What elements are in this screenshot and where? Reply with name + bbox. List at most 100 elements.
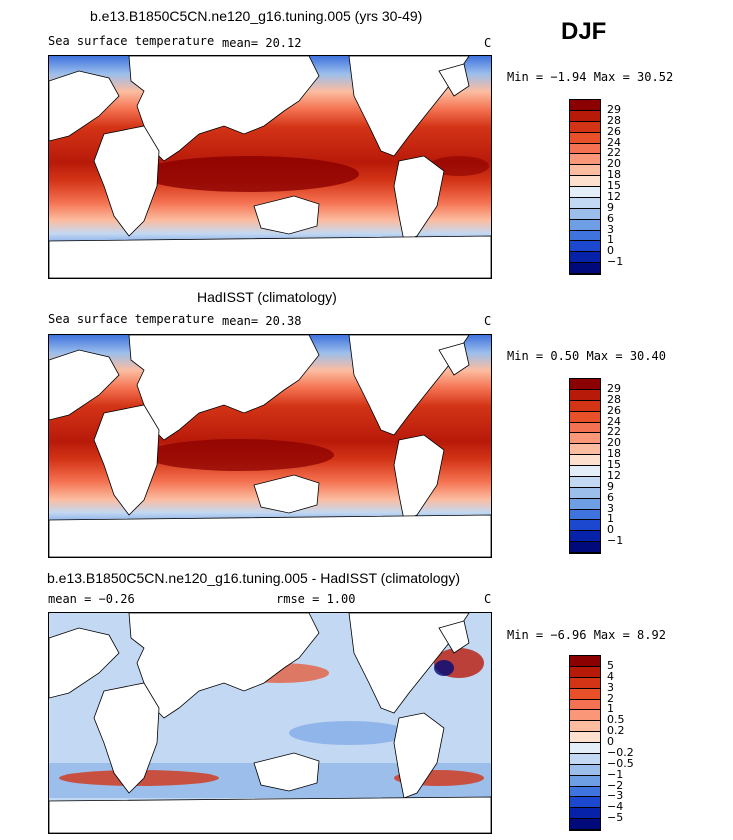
colorbar-cell	[570, 743, 600, 754]
panel-3-title: b.e13.B1850C5CN.ne120_g16.tuning.005 - H…	[47, 570, 460, 586]
panel-1-minmax: Min = −1.94 Max = 30.52	[507, 70, 674, 84]
colorbar-cell	[570, 176, 600, 187]
colorbar-tick-label: −0.5	[607, 756, 634, 770]
colorbar-tick-label: 18	[607, 447, 621, 461]
colorbar-tick-label: 0	[607, 523, 614, 537]
colorbar-cell	[570, 455, 600, 466]
colorbar-tick-label: −5	[607, 811, 624, 825]
colorbar-tick-label: 0.5	[607, 713, 625, 727]
panel-1-title: b.e13.B1850C5CN.ne120_g16.tuning.005 (yr…	[90, 8, 423, 24]
colorbar-cell	[570, 121, 600, 133]
panel-3-minmax: Min = −6.96 Max = 8.92	[507, 628, 666, 642]
colorbar-tick-label: 12	[607, 468, 621, 482]
colorbar-cell	[570, 154, 600, 166]
colorbar-tick-label: 5	[607, 658, 614, 672]
colorbar-tick-label: 1	[607, 512, 614, 526]
colorbar-cell	[570, 132, 600, 144]
colorbar-cell	[570, 764, 600, 776]
colorbar-tick-label: 12	[607, 189, 621, 203]
panel-2-unit: C	[484, 314, 492, 328]
colorbar-tick-label: 26	[607, 403, 621, 417]
colorbar-cell	[570, 400, 600, 412]
panel-3-mean: mean = −0.26	[48, 592, 135, 606]
panel-2-field-name: Sea surface temperature	[48, 312, 215, 326]
colorbar-tick-label: −1	[607, 255, 624, 269]
colorbar-tick-label: 15	[607, 458, 621, 471]
colorbar-cell	[570, 721, 600, 733]
colorbar-cell	[570, 466, 600, 477]
colorbar-tick-label: 2	[607, 691, 614, 705]
colorbar-tick-label: 22	[607, 146, 621, 160]
colorbar-tick-label: 1	[607, 233, 614, 247]
panel-2-minmax: Min = 0.50 Max = 30.40	[507, 349, 666, 363]
panel-2-sst-map	[48, 334, 492, 558]
colorbar-tick-label: 22	[607, 425, 621, 439]
colorbar-cell	[570, 379, 600, 390]
season-label: DJF	[561, 18, 607, 45]
colorbar-tick-label: 24	[607, 414, 621, 428]
colorbar-tick-label: 0	[607, 244, 614, 258]
colorbar-cell	[570, 187, 600, 198]
colorbar-cell	[570, 699, 600, 711]
colorbar-cell	[570, 110, 600, 122]
panel-1-mean: mean= 20.12	[222, 36, 302, 50]
colorbar-cell	[570, 753, 600, 765]
colorbar-cell	[570, 677, 600, 689]
colorbar-cell	[570, 666, 600, 678]
colorbar-tick-label: −1	[607, 534, 624, 548]
colorbar-tick-label: 20	[607, 157, 621, 171]
colorbar-cell	[570, 786, 600, 798]
colorbar-tick-label: 28	[607, 113, 621, 127]
colorbar-tick-label: 26	[607, 124, 621, 138]
colorbar-cell	[570, 444, 600, 456]
panel-1-sst-map	[48, 55, 492, 279]
colorbar-tick-label: 9	[607, 200, 614, 214]
colorbar-tick-label: 6	[607, 211, 614, 225]
colorbar-cell	[570, 100, 600, 111]
colorbar-tick-label: 3	[607, 501, 614, 515]
colorbar-tick-label: 28	[607, 392, 621, 406]
panel-3-colorbar	[569, 655, 601, 831]
panel-2-colorbar	[569, 378, 601, 554]
colorbar-cell	[570, 219, 600, 231]
panel-2-title: HadISST (climatology)	[197, 289, 337, 305]
colorbar-cell	[570, 241, 600, 253]
colorbar-tick-label: 3	[607, 680, 614, 694]
colorbar-tick-label: 9	[607, 479, 614, 493]
colorbar-tick-label: 15	[607, 179, 621, 192]
colorbar-cell	[570, 389, 600, 401]
colorbar-tick-label: −2	[607, 778, 624, 792]
colorbar-cell	[570, 252, 600, 264]
colorbar-cell	[570, 656, 600, 667]
panel-2-mean: mean= 20.38	[222, 314, 302, 328]
panel-1-field-name: Sea surface temperature	[48, 34, 215, 48]
colorbar-tick-label: −4	[607, 800, 624, 814]
colorbar-cell	[570, 509, 600, 521]
colorbar-cell	[570, 143, 600, 155]
panel-1-colorbar	[569, 99, 601, 275]
colorbar-tick-label: 6	[607, 490, 614, 504]
colorbar-cell	[570, 775, 600, 787]
colorbar-cell	[570, 688, 600, 700]
colorbar-cell	[570, 487, 600, 499]
colorbar-cell	[570, 165, 600, 177]
colorbar-tick-label: −1	[607, 767, 624, 781]
colorbar-cell	[570, 819, 600, 830]
colorbar-tick-label: 0.2	[607, 724, 625, 738]
panel-1-unit: C	[484, 36, 492, 50]
colorbar-tick-label: 29	[607, 381, 621, 395]
colorbar-cell	[570, 208, 600, 220]
colorbar-cell	[570, 542, 600, 553]
colorbar-cell	[570, 710, 600, 722]
colorbar-cell	[570, 422, 600, 434]
panel-3-difference-map	[48, 612, 492, 834]
colorbar-cell	[570, 797, 600, 809]
panel-3-unit: C	[484, 592, 492, 606]
colorbar-cell	[570, 732, 600, 743]
colorbar-tick-label: −3	[607, 789, 624, 803]
colorbar-tick-label: 29	[607, 102, 621, 116]
colorbar-tick-label: 20	[607, 436, 621, 450]
panel-3-rmse: rmse = 1.00	[276, 592, 356, 606]
colorbar-tick-label: 0	[607, 735, 614, 748]
colorbar-tick-label: 24	[607, 135, 621, 149]
